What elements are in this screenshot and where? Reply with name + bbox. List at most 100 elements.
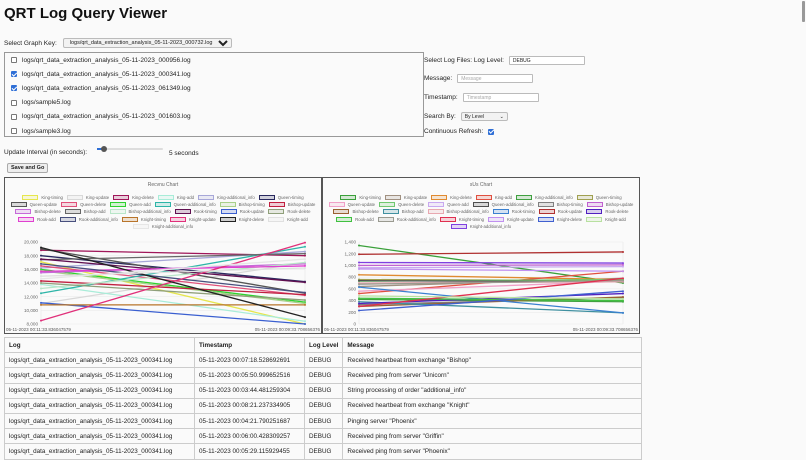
header-log-level[interactable]: Log Level <box>303 336 344 354</box>
legend-item[interactable]: Rook-add <box>336 216 374 222</box>
legend-item[interactable]: Queen-delete <box>61 202 106 208</box>
legend-item[interactable]: Queen-update <box>328 202 375 208</box>
legend-item[interactable]: Queen-update <box>10 202 57 208</box>
cell-message: Pinging server "Phoenix" <box>342 412 642 430</box>
legend-item[interactable]: Knight-add <box>268 216 308 222</box>
legend-item[interactable]: Rook-additional_info <box>377 216 436 222</box>
legend-item[interactable]: King-delete <box>431 195 472 200</box>
log-file-item[interactable]: logs/qrt_data_extraction_analysis_05-11-… <box>5 81 423 95</box>
legend-swatch <box>340 195 357 200</box>
legend-item[interactable]: Rook-timing <box>174 209 217 215</box>
legend-item[interactable]: King-delete <box>113 195 154 200</box>
log-file-checkbox[interactable] <box>11 57 17 64</box>
table-row[interactable]: logs/qrt_data_extraction_analysis_05-11-… <box>4 352 642 369</box>
search-by-select[interactable]: By Level ⌄ <box>460 112 508 121</box>
continuous-refresh-checkbox[interactable] <box>488 128 495 135</box>
legend-item[interactable]: Queen-add <box>110 202 151 208</box>
legend-label: King-additional_info <box>535 195 573 200</box>
legend-item[interactable]: Knight-delete <box>537 216 582 222</box>
legend-item[interactable]: Rook-additional_info <box>59 216 118 222</box>
log-file-checkbox[interactable] <box>11 71 17 78</box>
legend-item[interactable]: Knight-timing <box>439 216 484 222</box>
legend-item[interactable]: Bishop-additional_info <box>109 209 171 215</box>
cell-log-level: DEBUG <box>303 367 344 384</box>
legend-item[interactable]: Bishop-update <box>586 202 633 208</box>
legend-item[interactable]: Bishop-additional_info <box>427 209 489 215</box>
legend-item[interactable]: Bishop-timing <box>219 202 265 208</box>
legend-swatch <box>110 202 127 208</box>
save-and-go-button[interactable]: Save and Go <box>7 163 49 173</box>
log-file-checkbox[interactable] <box>11 85 17 92</box>
legend-swatch <box>66 195 83 200</box>
timestamp-input[interactable]: Timestamp <box>462 93 539 102</box>
header-message[interactable]: Message <box>342 336 642 354</box>
table-row[interactable]: logs/qrt_data_extraction_analysis_05-11-… <box>4 428 642 445</box>
log-file-item[interactable]: logs/qrt_data_extraction_analysis_05-11-… <box>5 110 423 124</box>
legend-item[interactable]: Queen-additional_info <box>154 202 216 208</box>
legend-item[interactable]: Rook-delete <box>586 209 629 215</box>
search-by-value: By Level <box>464 113 484 120</box>
legend-item[interactable]: Queen-timing <box>258 195 304 200</box>
table-row[interactable]: logs/qrt_data_extraction_analysis_05-11-… <box>4 443 642 460</box>
log-file-item[interactable]: logs/sample5.log <box>5 96 423 110</box>
legend-item[interactable]: King-update <box>66 195 109 200</box>
log-file-item[interactable]: logs/sample3.log <box>5 124 423 138</box>
log-file-name: logs/qrt_data_extraction_analysis_05-11-… <box>22 56 191 64</box>
message-input[interactable]: Message <box>457 74 534 83</box>
legend-item[interactable]: Bishop-delete <box>15 209 61 215</box>
log-file-item[interactable]: logs/qrt_data_extraction_analysis_05-11-… <box>5 53 423 67</box>
legend-swatch <box>219 216 236 222</box>
legend-label: Rook-update <box>239 209 265 215</box>
legend-swatch <box>488 216 504 222</box>
legend-item[interactable]: King-additional_info <box>516 195 573 200</box>
page-scrollbar[interactable] <box>802 1 805 22</box>
table-row[interactable]: logs/qrt_data_extraction_analysis_05-11-… <box>4 397 642 414</box>
legend-swatch <box>586 216 603 222</box>
legend-item[interactable]: Rook-delete <box>268 209 311 215</box>
legend-item[interactable]: Queen-delete <box>379 202 424 208</box>
legend-item[interactable]: Bishop-add <box>382 209 424 215</box>
legend-item[interactable]: Knight-timing <box>121 216 166 222</box>
table-row[interactable]: logs/qrt_data_extraction_analysis_05-11-… <box>4 412 642 430</box>
log-level-input[interactable]: DEBUG <box>508 56 585 65</box>
legend-item[interactable]: King-timing <box>340 195 381 200</box>
legend-item[interactable]: Queen-additional_info <box>472 202 534 208</box>
legend-item[interactable]: Rook-update <box>538 209 582 215</box>
legend-item[interactable]: Knight-add <box>586 216 626 222</box>
header-timestamp[interactable]: Timestamp <box>194 336 305 354</box>
legend-item[interactable]: Queen-timing <box>576 195 622 200</box>
legend-item[interactable]: King-additional_info <box>198 195 255 200</box>
log-file-checkbox[interactable] <box>11 99 17 106</box>
legend-item[interactable]: Knight-delete <box>219 216 264 222</box>
legend-item[interactable]: King-add <box>475 195 513 200</box>
legend-item[interactable]: Knight-update <box>488 216 534 222</box>
legend-item[interactable]: Bishop-add <box>64 209 106 215</box>
legend-label: King-add <box>494 195 513 200</box>
legend-label: Queen-additional_info <box>173 202 216 208</box>
legend-item[interactable]: Knight-additional_info <box>450 223 511 229</box>
legend-item[interactable]: Bishop-delete <box>333 209 379 215</box>
legend-swatch <box>377 216 394 222</box>
table-row[interactable]: logs/qrt_data_extraction_analysis_05-11-… <box>4 367 642 384</box>
cell-timestamp: 05-11-2023 00:05:50.999652516 <box>194 367 305 384</box>
log-file-item[interactable]: logs/qrt_data_extraction_analysis_05-11-… <box>5 67 423 81</box>
legend-item[interactable]: Rook-add <box>18 216 56 222</box>
slider-handle[interactable] <box>101 146 107 152</box>
update-interval-slider[interactable] <box>97 146 163 152</box>
legend-item[interactable]: Rook-timing <box>492 209 535 215</box>
legend-item[interactable]: Bishop-timing <box>537 202 583 208</box>
header-log[interactable]: Log <box>4 336 195 354</box>
log-file-checkbox[interactable] <box>11 128 17 135</box>
legend-item[interactable]: Knight-update <box>170 216 216 222</box>
legend-item[interactable]: Queen-add <box>428 202 469 208</box>
legend-item[interactable]: King-add <box>157 195 194 200</box>
legend-item[interactable]: Rook-update <box>220 209 265 215</box>
log-file-checkbox[interactable] <box>11 113 17 120</box>
legend-item[interactable]: Knight-additional_info <box>132 223 193 229</box>
legend-item[interactable]: Bishop-update <box>268 202 315 208</box>
legend-item[interactable]: King-update <box>384 195 427 200</box>
legend-item[interactable]: King-timing <box>22 195 63 200</box>
graph-key-select[interactable]: logs/qrt_data_extraction_analysis_05-11-… <box>62 38 232 48</box>
legend-swatch <box>154 202 171 208</box>
table-row[interactable]: logs/qrt_data_extraction_analysis_05-11-… <box>4 382 642 399</box>
